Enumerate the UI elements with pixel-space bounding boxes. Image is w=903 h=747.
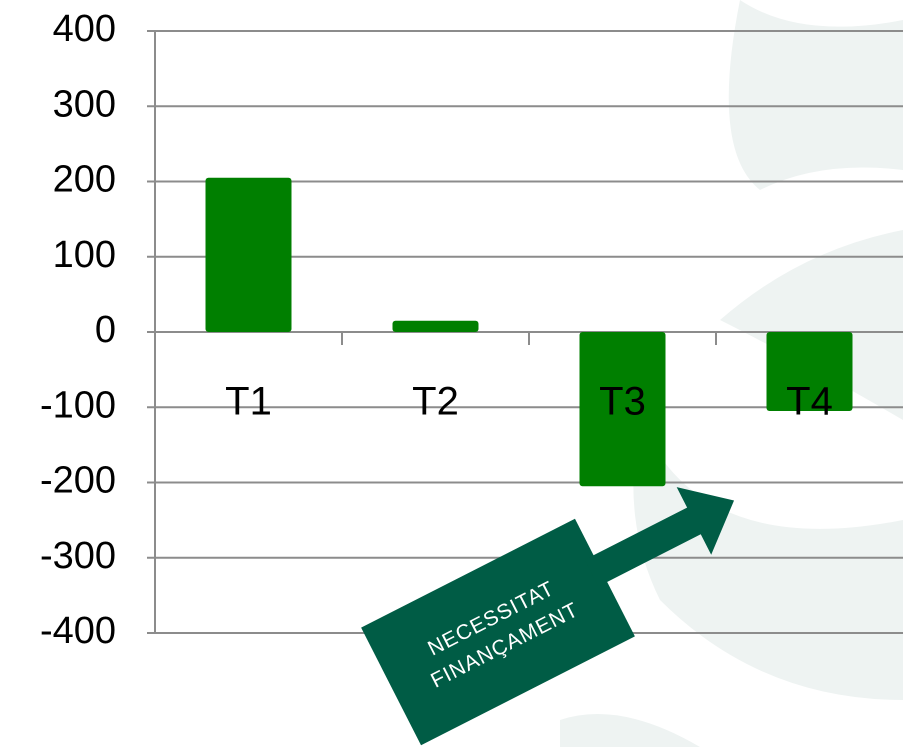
y-tick-label: -300 [40, 535, 116, 577]
plot-area: -400 -300 -200 -100 0 100 200 300 400 T1 T2 T3 T4 [40, 8, 903, 652]
x-tick-label: T2 [412, 380, 459, 424]
bar [766, 332, 853, 412]
y-tick-label: 0 [95, 309, 116, 351]
annotation-box [361, 518, 635, 746]
bar [205, 177, 292, 332]
y-tick-label: 200 [53, 159, 116, 201]
bar [579, 332, 666, 487]
y-tick-label: -100 [40, 384, 116, 426]
y-tick-label: 400 [53, 8, 116, 50]
y-tick-label: 300 [53, 83, 116, 125]
annotation-arrow [584, 487, 735, 587]
x-tick-label: T3 [599, 380, 646, 424]
x-tick-label: T1 [225, 380, 272, 424]
bar [392, 320, 479, 332]
y-tick-label: -200 [40, 460, 116, 502]
background-decoration [560, 0, 903, 747]
x-tick-label: T4 [786, 380, 833, 424]
y-tick-label: 100 [53, 234, 116, 276]
y-tick-label: -400 [40, 610, 116, 652]
